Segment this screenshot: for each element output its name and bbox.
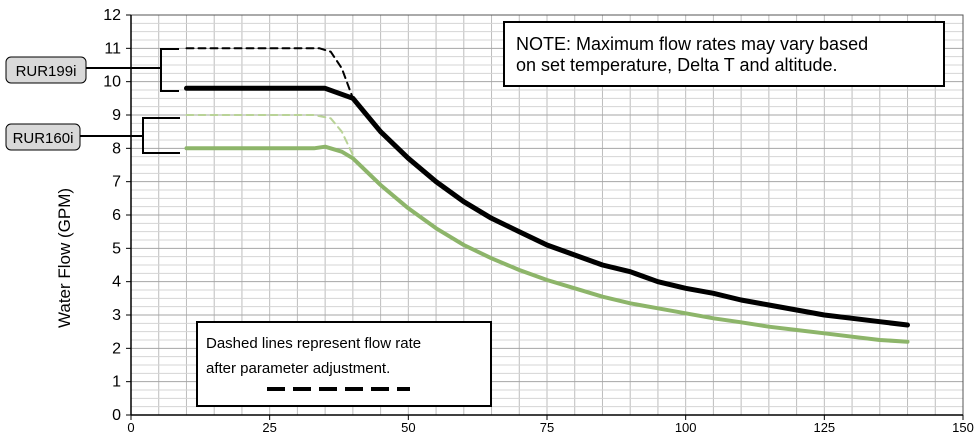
x-tick-label: 25 [262,420,276,435]
legend-box: Dashed lines represent flow rate after p… [196,321,492,407]
y-axis-label: Water Flow (GPM) [55,188,74,328]
x-tick-label: 0 [127,420,134,435]
y-tick-label: 0 [112,407,121,424]
x-tick-label: 150 [952,420,974,435]
y-tick-label: 2 [112,340,121,357]
y-tick-label: 6 [112,207,121,224]
y-tick-label: 10 [103,74,121,91]
tag-rur160i-label: RUR160i [13,130,74,147]
y-tick-label: 5 [112,240,121,257]
series-rur160i-solid [184,144,910,344]
series-layer [184,47,910,344]
legend-line-2: after parameter adjustment. [206,360,390,377]
x-tick-label: 50 [401,420,415,435]
note-line-2: on set temperature, Delta T and altitude… [516,55,838,75]
y-tick-label: 8 [112,140,121,157]
y-tick-label: 12 [103,7,121,24]
series-rur160i-dashed [185,114,354,156]
x-tick-label: 100 [675,420,697,435]
series-rur199i-dashed [185,47,354,100]
tag-rur199i-label: RUR199i [16,63,77,80]
note-box: NOTE: Maximum flow rates may vary based … [503,21,945,87]
y-tick-label: 3 [112,307,121,324]
legend-line-1: Dashed lines represent flow rate [206,335,421,352]
y-tick-label: 11 [104,40,121,57]
y-tick-label: 9 [112,107,121,124]
x-tick-label: 125 [813,420,835,435]
tag-rur160i: RUR160i [5,117,180,154]
y-tick-label: 1 [112,374,121,391]
y-tick-label: 4 [112,274,121,291]
tag-rur199i: RUR199i [5,48,179,92]
y-tick-label: 7 [112,174,121,191]
note-line-1: NOTE: Maximum flow rates may vary based [516,34,868,54]
x-tick-label: 75 [540,420,554,435]
series-rur199i-solid [184,85,910,328]
